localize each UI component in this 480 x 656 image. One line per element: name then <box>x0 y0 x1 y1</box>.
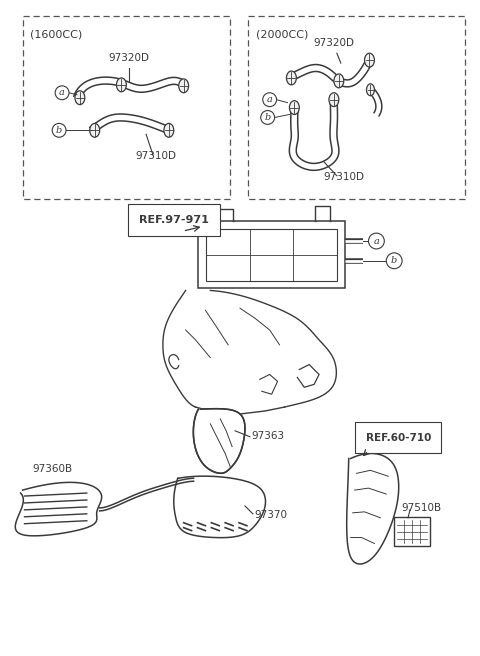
FancyBboxPatch shape <box>394 517 430 546</box>
Ellipse shape <box>287 71 296 85</box>
Bar <box>23 16 230 199</box>
Ellipse shape <box>117 78 126 92</box>
Polygon shape <box>174 476 265 538</box>
Polygon shape <box>199 221 345 289</box>
Text: a: a <box>373 237 379 245</box>
Text: 97360B: 97360B <box>33 464 72 474</box>
Text: REF.97-971: REF.97-971 <box>139 215 209 225</box>
Text: a: a <box>267 95 273 104</box>
Text: 97363: 97363 <box>252 431 285 441</box>
Circle shape <box>263 92 276 106</box>
Text: (1600CC): (1600CC) <box>30 30 83 39</box>
Text: 97320D: 97320D <box>109 53 150 63</box>
Ellipse shape <box>164 123 174 137</box>
Text: a: a <box>59 89 65 97</box>
Text: 97510B: 97510B <box>401 503 441 513</box>
Ellipse shape <box>334 74 344 88</box>
Polygon shape <box>193 409 245 474</box>
Text: b: b <box>264 113 271 122</box>
Polygon shape <box>347 453 399 564</box>
Circle shape <box>386 253 402 269</box>
Circle shape <box>52 123 66 137</box>
Polygon shape <box>15 482 102 536</box>
Text: 97320D: 97320D <box>313 38 354 49</box>
Circle shape <box>369 233 384 249</box>
Text: 97310D: 97310D <box>135 151 177 161</box>
Text: b: b <box>56 126 62 135</box>
Ellipse shape <box>75 91 85 104</box>
Text: b: b <box>391 256 397 265</box>
Circle shape <box>261 111 275 125</box>
Text: REF.60-710: REF.60-710 <box>366 433 431 443</box>
Ellipse shape <box>90 123 100 137</box>
Ellipse shape <box>367 84 374 96</box>
Bar <box>248 16 466 199</box>
Text: 97370: 97370 <box>255 510 288 520</box>
Text: (2000CC): (2000CC) <box>256 30 308 39</box>
Circle shape <box>55 86 69 100</box>
Ellipse shape <box>329 92 339 106</box>
Ellipse shape <box>364 53 374 67</box>
Text: 97310D: 97310D <box>324 172 364 182</box>
Ellipse shape <box>289 100 300 115</box>
Ellipse shape <box>179 79 189 92</box>
